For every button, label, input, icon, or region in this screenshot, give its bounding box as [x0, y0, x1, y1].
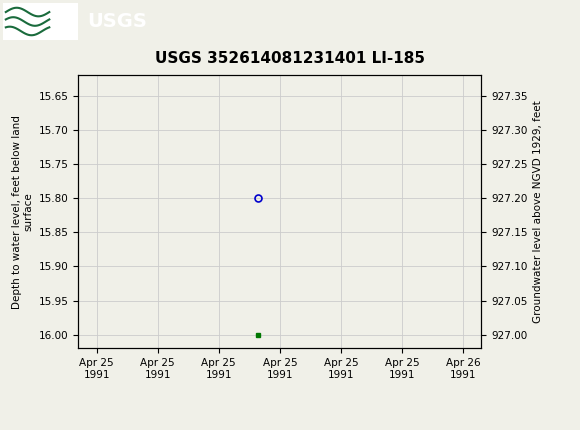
Text: USGS 352614081231401 LI-185: USGS 352614081231401 LI-185: [155, 51, 425, 65]
Y-axis label: Depth to water level, feet below land
surface: Depth to water level, feet below land su…: [12, 115, 33, 309]
Bar: [3, 3, 78, 40]
Legend: Period of approved data: Period of approved data: [194, 427, 365, 430]
Text: USGS: USGS: [87, 12, 147, 31]
Y-axis label: Groundwater level above NGVD 1929, feet: Groundwater level above NGVD 1929, feet: [533, 100, 543, 323]
